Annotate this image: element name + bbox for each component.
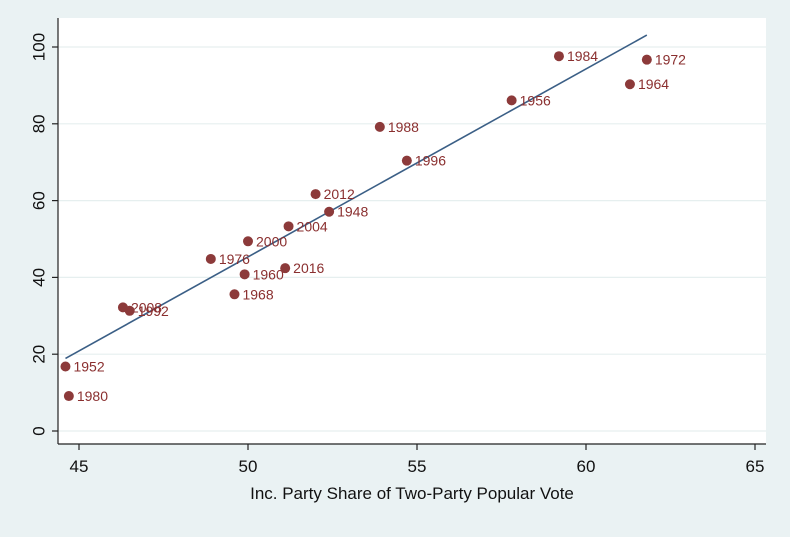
point-label: 1980 <box>77 388 108 404</box>
point-label: 1956 <box>520 92 551 108</box>
x-tick-label: 55 <box>408 457 427 476</box>
y-axis-ticks: 0 20 40 60 80 100 <box>29 33 58 436</box>
point-label: 1952 <box>73 358 104 374</box>
y-tick-label: 100 <box>29 33 48 61</box>
data-point <box>229 289 240 300</box>
data-point <box>324 206 335 217</box>
y-tick-label: 20 <box>29 345 48 364</box>
data-point <box>374 121 385 132</box>
point-label: 1976 <box>219 251 250 267</box>
x-tick-label: 60 <box>577 457 596 476</box>
point-label: 2008 <box>131 299 162 315</box>
data-point <box>63 391 74 402</box>
x-tick-label: 50 <box>239 457 258 476</box>
data-point <box>243 236 253 247</box>
x-tick-label: 45 <box>70 457 89 476</box>
point-label: 1992 <box>138 303 169 319</box>
point-label: 1988 <box>388 119 419 135</box>
data-point <box>60 361 71 372</box>
point-label: 1960 <box>253 266 284 282</box>
y-tick-label: 40 <box>29 268 48 287</box>
x-axis-ticks: 45 50 55 60 65 <box>70 444 765 476</box>
y-tick-label: 60 <box>29 191 48 210</box>
point-label: 1972 <box>655 52 686 68</box>
data-point <box>401 155 412 166</box>
y-tick-label: 0 <box>29 426 48 435</box>
point-label: 2016 <box>293 260 324 276</box>
plot-background <box>58 18 766 444</box>
point-label: 1964 <box>638 76 669 92</box>
data-point <box>553 51 564 62</box>
data-point <box>205 253 216 264</box>
point-label: 1984 <box>567 48 598 64</box>
point-label: 1948 <box>337 204 368 220</box>
point-label: 1968 <box>242 286 273 302</box>
data-point <box>239 269 250 280</box>
fitted-line <box>65 34 648 360</box>
data-point <box>624 79 635 90</box>
gridlines <box>58 46 766 432</box>
point-label: 2000 <box>256 233 287 249</box>
data-point <box>280 263 291 274</box>
data-point <box>310 189 321 200</box>
data-point <box>506 95 517 106</box>
y-tick-label: 80 <box>29 114 48 133</box>
data-point <box>283 221 294 232</box>
point-label: 2004 <box>297 218 328 234</box>
x-tick-label: 65 <box>746 457 765 476</box>
point-label: 1996 <box>415 153 446 169</box>
data-point <box>641 54 652 65</box>
data-point <box>124 305 135 316</box>
point-label: 2012 <box>324 186 355 202</box>
x-axis-title: Inc. Party Share of Two-Party Popular Vo… <box>250 484 574 503</box>
